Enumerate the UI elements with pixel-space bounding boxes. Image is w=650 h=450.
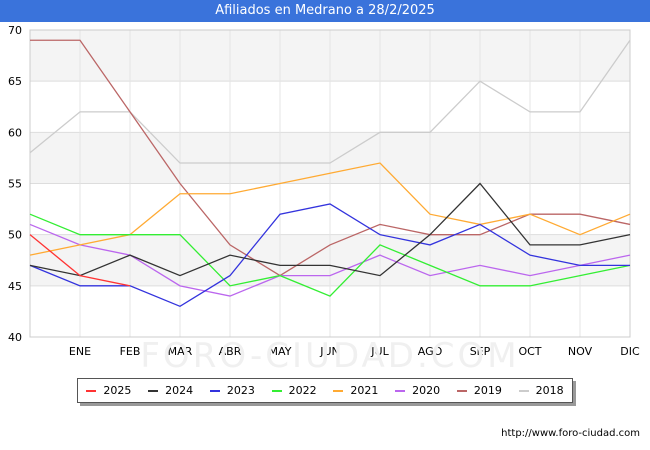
legend-label: 2024 [165,384,194,397]
y-tick-label: 45 [8,280,22,293]
x-tick-label: DIC [620,345,640,358]
legend-label: 2023 [226,384,255,397]
chart-title: Afiliados en Medrano a 28/2/2025 [0,0,650,22]
watermark-text: FORO-CIUDAD.COM [140,336,519,376]
legend-swatch [518,389,529,392]
legend-item-2022: 2022 [271,384,317,397]
x-tick-label: MAR [168,345,193,358]
legend-label: 2019 [473,384,502,397]
y-tick-label: 55 [8,178,22,191]
x-tick-label: ENE [69,345,91,358]
x-tick-label: SEP [470,345,491,358]
series-line-2025 [29,234,131,287]
legend-item-2021: 2021 [333,384,378,397]
legend-item-2024: 2024 [148,384,193,397]
legend-swatch [333,389,344,392]
y-tick-label: 60 [8,126,22,139]
legend-item-2019: 2019 [456,384,502,397]
y-tick-label: 40 [8,331,22,344]
legend-label: 2022 [288,384,317,397]
legend-label: 2021 [350,384,379,397]
legend-swatch [456,389,467,392]
legend-label: 2025 [103,384,132,397]
series-line-2024 [29,182,631,277]
plot-frame [29,29,631,338]
x-tick-label: JUL [370,345,389,358]
y-tick-label: 70 [8,24,22,37]
legend-label: 2018 [535,384,564,397]
x-tick-label: NOV [568,345,593,358]
legend-item-2018: 2018 [518,384,564,397]
x-tick-label: ABR [219,345,242,358]
legend-item-2023: 2023 [209,384,255,397]
y-tick-label: 50 [8,229,22,242]
source-url: http://www.foro-ciudad.com [501,428,640,439]
legend-swatch [209,389,220,392]
x-tick-label: FEB [120,345,141,358]
legend-swatch [148,389,159,392]
series-line-2022 [29,213,631,297]
legend-item-2020: 2020 [395,384,440,397]
x-tick-label: AGO [418,345,443,358]
x-tick-label: OCT [518,345,541,358]
legend-swatch [86,389,97,392]
x-tick-label: MAY [269,345,292,358]
legend-label: 2020 [412,384,441,397]
chart-legend: 2025 2024 2023 2022 2021 2020 2019 2018 [77,378,573,403]
x-tick-label: JUN [319,345,340,358]
y-tick-label: 65 [8,75,22,88]
legend-item-2025: 2025 [86,384,131,397]
legend-swatch [271,389,282,392]
legend-swatch [395,389,406,392]
